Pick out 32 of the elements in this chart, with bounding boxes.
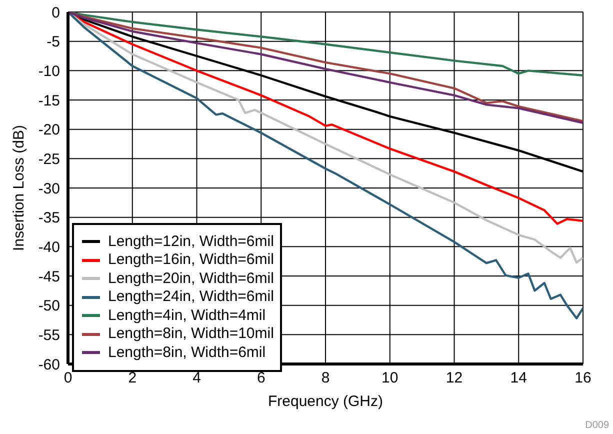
y-tick-label: -45 (38, 268, 60, 286)
y-tick-label: -5 (46, 34, 60, 51)
x-tick-label: 4 (192, 370, 201, 387)
y-tick-label: -30 (38, 180, 60, 198)
legend-label: Length=8in, Width=10mil (108, 325, 274, 344)
y-tick-label: -60 (38, 356, 60, 374)
x-tick-label: 0 (64, 370, 72, 387)
y-tick-label: -50 (38, 298, 60, 315)
y-tick-label: -15 (38, 92, 60, 110)
x-axis-title: Frequency (GHz) (268, 393, 384, 410)
y-tick-label: 0 (52, 4, 60, 22)
legend-label: Length=20in, Width=6mil (108, 270, 274, 288)
x-tick-label: 12 (446, 370, 463, 387)
y-axis-title: Insertion Loss (dB) (10, 125, 28, 251)
y-tick-label: -20 (38, 122, 60, 139)
legend-label: Length=16in, Width=6mil (108, 251, 274, 270)
legend-label: Length=12in, Width=6mil (108, 232, 274, 251)
legend-label: Length=8in, Width=6mil (108, 344, 266, 362)
y-tick-label: -35 (38, 210, 60, 227)
x-tick-label: 8 (321, 370, 330, 387)
y-tick-label: -25 (38, 150, 60, 168)
x-tick-label: 14 (510, 370, 527, 387)
y-tick-label: -40 (38, 238, 60, 256)
x-tick-label: 6 (256, 370, 266, 387)
text: D009 (585, 420, 609, 432)
x-tick-label: 16 (574, 370, 592, 387)
legend-label: Length=4in, Width=4mil (108, 306, 266, 325)
y-tick-label: -10 (38, 62, 60, 80)
x-tick-label: 10 (382, 370, 398, 387)
legend-label: Length=24in, Width=6mil (108, 288, 274, 306)
y-tick-label: -55 (38, 326, 60, 344)
x-tick-label: 2 (128, 370, 137, 387)
